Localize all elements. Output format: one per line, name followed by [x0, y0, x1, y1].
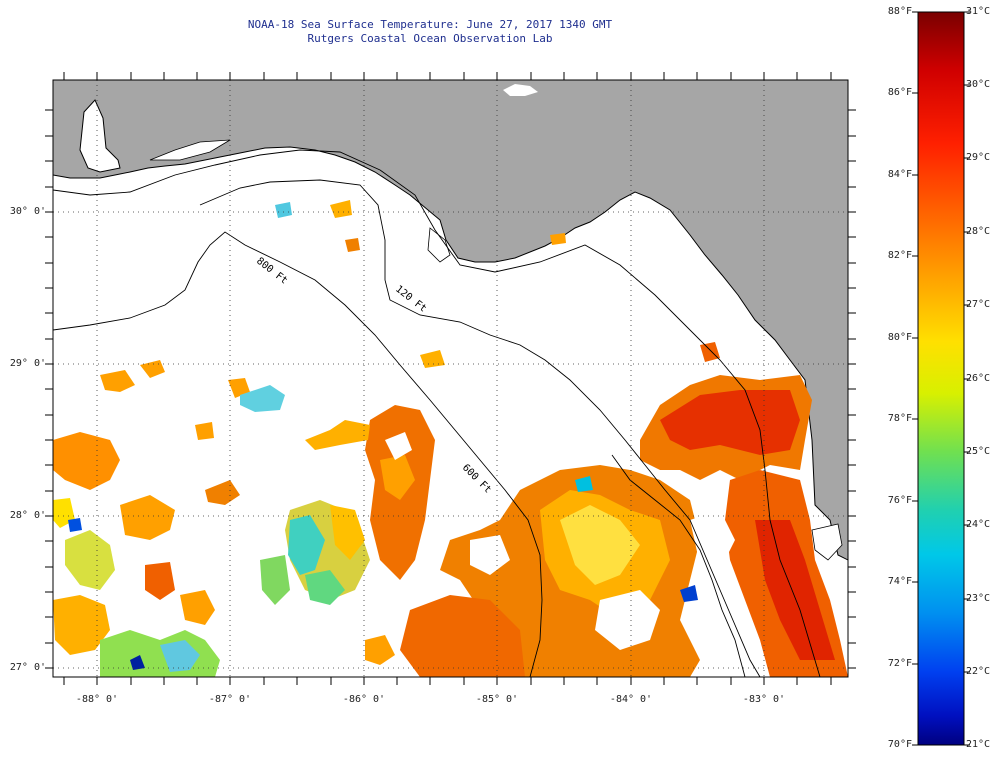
lat-label-30: 30° 0' — [9, 206, 46, 217]
cbar-c-29: 29°C — [966, 152, 991, 163]
cbar-f-84: 84°F — [887, 169, 912, 180]
mobile-bay — [79, 99, 121, 173]
isobath-800ft — [53, 231, 543, 677]
cbar-f-86: 86°F — [887, 87, 912, 98]
cbar-f-80: 80°F — [887, 332, 912, 343]
cbar-c-27: 27°C — [966, 299, 991, 310]
apalachee-bay — [427, 227, 451, 263]
cbar-f-88: 88°F — [887, 6, 912, 17]
cbar-c-24: 24°C — [966, 519, 991, 530]
tampa-bay — [811, 523, 843, 561]
title-line-1: NOAA-18 Sea Surface Temperature: June 27… — [247, 18, 613, 31]
lat-label-29: 29° 0' — [9, 358, 46, 369]
lon-label-86: -86° 0' — [342, 694, 386, 705]
cbar-f-72: 72°F — [887, 658, 912, 669]
cbar-c-26: 26°C — [966, 373, 991, 384]
cbar-c-23: 23°C — [966, 593, 991, 604]
colorbar-ticks — [912, 11, 970, 746]
cbar-c-25: 25°C — [966, 446, 991, 457]
lon-label-87: -87° 0' — [208, 694, 252, 705]
frame-ticks — [45, 72, 856, 685]
coastal-isobath — [53, 149, 821, 677]
land-mass — [53, 80, 848, 561]
title-line-2: Rutgers Coastal Ocean Observation Lab — [307, 32, 553, 45]
isobath-120ft — [199, 179, 761, 677]
chart-title: NOAA-18 Sea Surface Temperature: June 27… — [200, 18, 660, 46]
lon-label-83: -83° 0' — [742, 694, 786, 705]
lat-label-27: 27° 0' — [9, 662, 46, 673]
sst-data-layer — [53, 200, 848, 677]
cbar-f-70: 70°F — [887, 739, 912, 750]
cbar-f-82: 82°F — [887, 250, 912, 261]
cbar-f-74: 74°F — [887, 576, 912, 587]
lon-label-88: -88° 0' — [75, 694, 119, 705]
cbar-c-21: 21°C — [966, 739, 991, 750]
lake-blob — [503, 84, 538, 96]
cbar-c-28: 28°C — [966, 226, 991, 237]
lon-label-85: -85° 0' — [475, 694, 519, 705]
isobath-600ft — [611, 454, 746, 677]
cbar-f-78: 78°F — [887, 413, 912, 424]
isobaths — [53, 149, 821, 677]
lat-label-28: 28° 0' — [9, 510, 46, 521]
cbar-c-31: 31°C — [966, 6, 991, 17]
cbar-f-76: 76°F — [887, 495, 912, 506]
cbar-c-30: 30°C — [966, 79, 991, 90]
lon-label-84: -84° 0' — [609, 694, 653, 705]
map-frame — [52, 79, 849, 678]
colorbar — [917, 11, 965, 746]
cbar-c-22: 22°C — [966, 666, 991, 677]
